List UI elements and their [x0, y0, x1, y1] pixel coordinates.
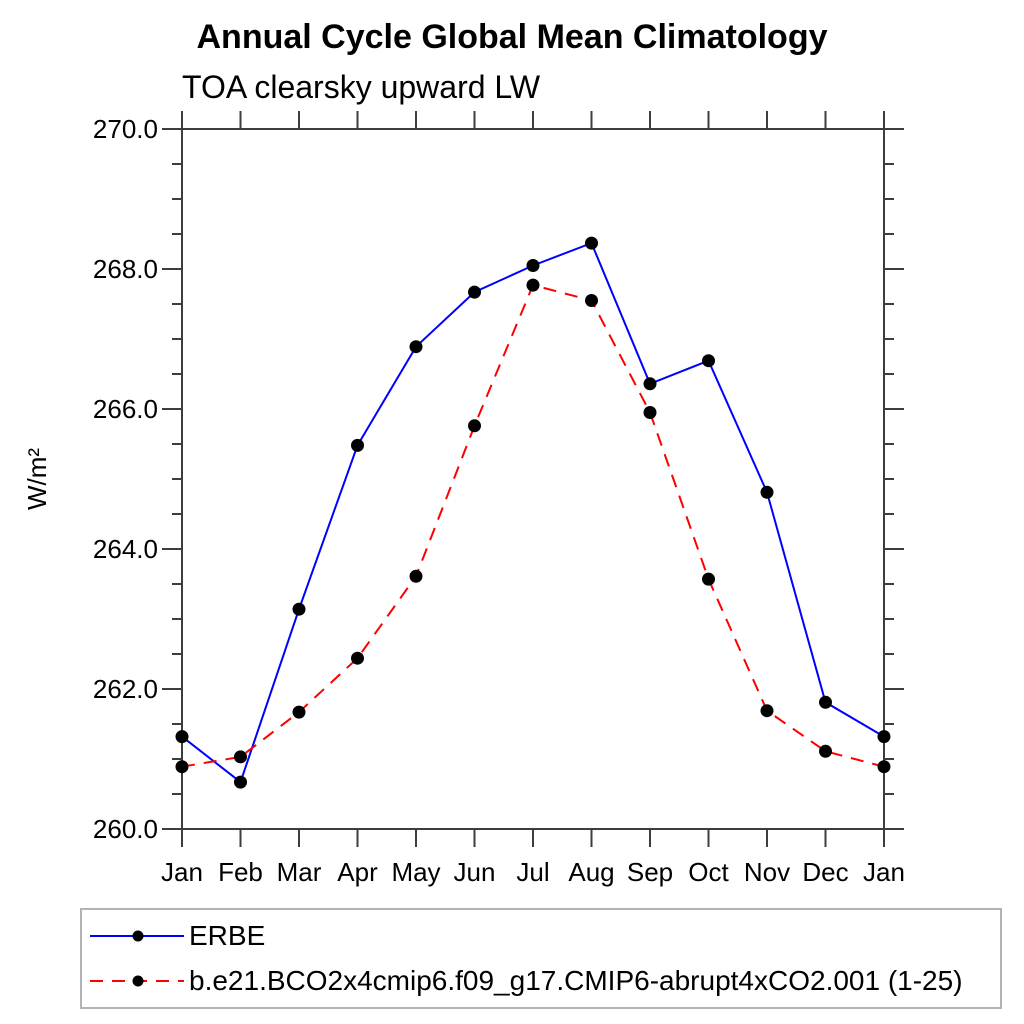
erbe-data-point-marker: [643, 377, 657, 391]
y-tick-label: 260.0: [93, 814, 158, 844]
chart-title: Annual Cycle Global Mean Climatology: [197, 18, 828, 56]
model-data-point-marker: [409, 569, 423, 583]
erbe-data-point-marker: [526, 259, 540, 272]
chart-subtitle: TOA clearsky upward LW: [182, 69, 541, 105]
erbe-data-point-marker: [585, 236, 598, 250]
x-tick-label: Nov: [744, 857, 790, 887]
y-axis-label: W/m²: [22, 448, 52, 510]
model-data-point-marker: [585, 294, 598, 307]
erbe-data-point-marker: [760, 485, 774, 499]
erbe-data-point-marker: [409, 340, 423, 354]
model-data-point-marker: [175, 760, 189, 774]
legend-label-erbe: ERBE: [189, 919, 266, 951]
model-data-point-marker: [760, 704, 774, 718]
axes-layer: 260.0 262.0 264.0 266.0 268.0 270.0 Jan Feb Mar A…: [93, 111, 905, 887]
x-tick-label: Jul: [516, 857, 549, 887]
series-layer: [175, 236, 891, 789]
model-data-point-marker: [819, 744, 832, 758]
erbe-line-sample-icon: [90, 930, 184, 942]
model-line-sample-icon: [90, 975, 184, 987]
model-data-point-marker: [234, 750, 247, 764]
x-tick-label: Oct: [688, 857, 729, 887]
erbe-data-point-marker: [175, 730, 189, 744]
erbe-data-point-marker: [234, 775, 247, 789]
y-tick-label: 266.0: [93, 394, 158, 424]
x-tick-label: Jan: [863, 857, 905, 887]
x-tick-label: Mar: [277, 857, 322, 887]
erbe-data-point-marker: [702, 354, 715, 368]
x-tick-label: Apr: [337, 857, 378, 887]
legend-row-model: b.e21.BCO2x4cmip6.f09_g17.CMIP6-abrupt4x…: [82, 961, 1000, 1001]
model-data-point-marker: [702, 572, 715, 586]
erbe-data-point-marker: [877, 730, 891, 744]
legend-row-erbe: ERBE: [82, 916, 1000, 956]
model-series-line: [181, 283, 885, 768]
erbe-data-point-marker: [819, 695, 832, 709]
x-tick-label: Feb: [218, 857, 263, 887]
x-tick-label: Sep: [627, 857, 673, 887]
x-tick-label: Jun: [454, 857, 496, 887]
legend-label-model: b.e21.BCO2x4cmip6.f09_g17.CMIP6-abrupt4x…: [189, 965, 963, 997]
model-data-point-marker: [351, 651, 364, 665]
model-data-point-marker: [877, 760, 891, 774]
erbe-data-point-marker: [351, 438, 364, 452]
x-tick-label: May: [391, 857, 440, 887]
y-tick-label: 264.0: [93, 534, 158, 564]
erbe-series-line: [181, 241, 885, 784]
x-tick-label: Dec: [802, 857, 848, 887]
erbe-data-point-marker: [292, 602, 306, 616]
erbe-data-point-marker: [468, 285, 481, 299]
y-tick-label: 270.0: [93, 114, 158, 144]
y-tick-label: 268.0: [93, 254, 158, 284]
model-data-point-marker: [292, 705, 306, 719]
x-tick-label: Jan: [161, 857, 203, 887]
model-data-point-marker: [526, 278, 540, 292]
y-tick-label: 262.0: [93, 674, 158, 704]
legend: ERBE b.e21.BCO2x4cmip6.f09_g17.CMIP6-abr…: [80, 908, 1002, 1009]
model-data-point-marker: [468, 419, 481, 433]
model-data-point-marker: [643, 406, 657, 419]
plot-frame: [181, 128, 885, 830]
x-tick-label: Aug: [568, 857, 614, 887]
